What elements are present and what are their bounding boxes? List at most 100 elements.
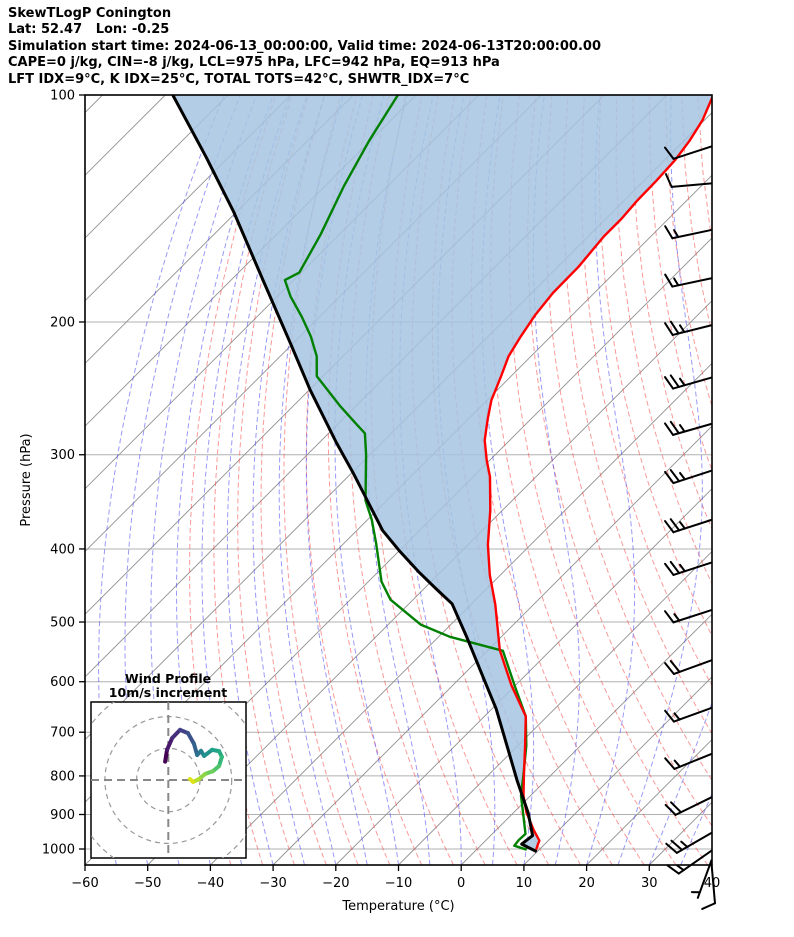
barb-feather [669,420,680,435]
dewpoint-line [283,95,528,851]
moist-adiabat-line [586,95,636,865]
hodograph-title: Wind Profile [125,671,211,686]
barb-feather [669,518,681,532]
dry-adiabat-line [305,95,391,865]
moist-adiabat-line [617,95,703,865]
moist-adiabat-line [743,95,794,865]
barb-feather [666,864,680,875]
cin-shaded-area [172,95,712,852]
x-tick-label: −50 [134,876,161,891]
figure-title: SkewTLogP Conington [8,6,172,21]
barb-feather [670,801,682,814]
figure-header: SkewTLogP Conington Lat: 52.47 Lon: -0.2… [8,6,601,88]
isotherm-line [85,95,103,114]
y-tick-label: 100 [50,89,75,104]
parcel-line [171,95,538,853]
x-tick-label: 20 [578,876,595,891]
dry-adiabat-line [763,95,794,865]
moist-adiabat-line [201,95,291,865]
moist-adiabat-line [305,95,368,865]
wind-barb [664,609,713,624]
x-tick-label: −20 [322,876,349,891]
barb-feather [664,757,676,770]
y-tick-label: 200 [50,315,75,330]
wind-barb [666,849,713,875]
dry-adiabat-line [370,95,486,865]
wind-barb [665,831,713,854]
hodograph-trace-segment [185,731,196,746]
dry-adiabat-line [714,95,794,865]
barb-staff [672,145,713,160]
barb-feather [669,469,681,483]
barb-half-feather [678,377,686,387]
barb-feather [664,520,675,534]
dry-adiabat-line [545,95,712,782]
y-tick-label: 800 [50,769,75,784]
dry-adiabat-line [681,95,712,334]
isotherm-line [85,95,292,302]
hodograph-subtitle: 10m/s increment [109,685,227,700]
barb-half-feather [673,613,681,622]
barb-feather [664,273,674,288]
y-tick-label: 600 [50,675,75,690]
y-tick-label: 400 [50,542,75,557]
barb-half-feather [673,759,681,768]
moist-adiabat-line [226,95,308,865]
dry-adiabat-line [598,95,712,637]
barb-feather [669,320,680,335]
moist-adiabat-line [680,792,712,865]
barb-half-feather [678,424,686,433]
barb-half-feather [679,521,686,530]
dry-adiabat-line [237,95,309,865]
dry-adiabat-line [489,95,677,865]
x-axis-title: Temperature (°C) [341,899,454,914]
temperature-line [483,95,712,851]
x-tick-label: 30 [641,876,658,891]
barb-feather [665,842,678,854]
y-tick-label: 700 [50,726,75,741]
barb-half-feather [679,471,686,481]
dry-adiabat-line [283,95,359,865]
profile-curves [171,95,712,853]
x-tick-label: 0 [457,876,465,891]
wind-barb [664,173,713,188]
barb-feather [664,803,677,816]
wind-barb [664,273,713,288]
barb-feather [664,173,673,188]
hodograph-trace-segment [187,777,196,784]
dry-adiabat-line [747,95,794,865]
barb-half-feather [673,277,680,287]
sim-time-line: Simulation start time: 2024-06-13_00:00:… [8,38,601,54]
barb-feather [664,376,675,390]
dry-adiabat-line [632,95,712,531]
y-tick-label: 1000 [42,843,75,858]
barb-feather [664,662,675,675]
y-tick-label: 300 [50,448,75,463]
barb-feather [664,322,674,336]
barb-half-feather [673,229,680,239]
wind-barb [664,225,713,240]
barb-feather [664,470,675,485]
moist-adiabat-line [278,95,344,865]
isotherm-line [523,676,712,865]
wind-barb [664,469,713,485]
indices-line-1: CAPE=0 j/kg, CIN=-8 j/kg, LCL=975 hPa, L… [8,55,500,71]
barb-feather [669,660,681,673]
isotherm-line [147,300,712,865]
wind-barbs [664,145,716,910]
x-tick-label: −40 [197,876,224,891]
isotherm-line [335,488,712,865]
isotherm-line [85,95,354,365]
dry-adiabat-line [213,95,293,865]
barb-feather [664,422,675,436]
isotherm-line [85,95,229,239]
dry-adiabat-line [615,95,712,586]
lat-lon-line: Lat: 52.47 Lon: -0.25 [8,22,170,38]
moist-adiabat-line [252,95,326,865]
wind-barb [664,560,713,576]
barb-half-feather [673,712,681,721]
indices-line-2: LFT IDX=9°C, K IDX=25°C, TOTAL TOTS=42°C… [8,71,470,87]
